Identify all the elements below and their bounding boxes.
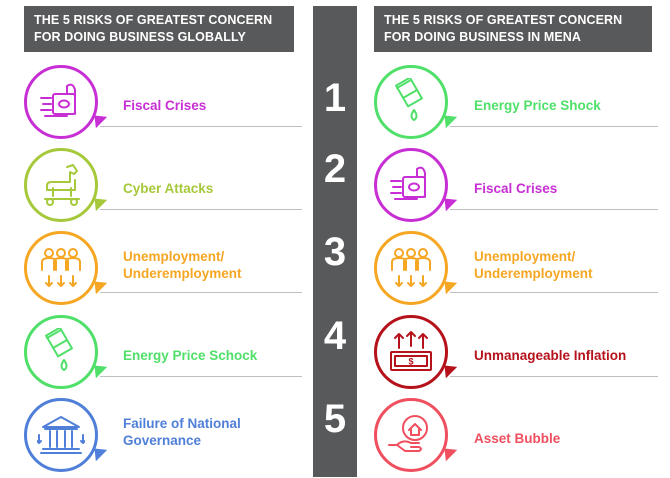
global-header-line-2: FOR DOING BUSINESS GLOBALLY [34,30,246,44]
oil-barrel-drop-icon [24,315,98,389]
mena-risk-4: Unmanageable Inflation [374,315,658,395]
global-header-line-1: THE 5 RISKS OF GREATEST CONCERN [34,13,273,27]
rank-bar [313,6,357,477]
inflation-cash-icon [374,315,448,389]
divider [450,126,658,127]
divider [100,126,302,127]
global-risk-4: Energy Price Schock [24,315,302,395]
risk-label: Energy Price Shock [474,98,601,113]
rank-5: 5 [323,397,347,441]
global-risk-5: Failure of National Governance [24,398,302,478]
rank-4: 4 [323,314,347,358]
people-down-icon [24,231,98,305]
government-building-icon [24,398,98,472]
divider [450,376,658,377]
risk-label: Unmanageable Inflation [474,348,627,363]
rank-1: 1 [323,76,347,120]
divider [100,376,302,377]
trojan-horse-icon [24,148,98,222]
mena-header: THE 5 RISKS OF GREATEST CONCERN FOR DOIN… [374,6,652,52]
risk-label: Failure of National Governance [123,416,241,448]
risk-label: Cyber Attacks [123,181,214,196]
risk-label: Asset Bubble [474,431,561,446]
divider [100,292,302,293]
risk-label: Unemployment/Underemployment [474,249,593,281]
mena-risk-3: Unemployment/Underemployment [374,231,658,311]
hand-house-icon [374,398,448,472]
global-risk-3: Unemployment/Underemployment [24,231,302,311]
risk-label: Unemployment/Underemployment [123,249,242,281]
mena-header-line-1: THE 5 RISKS OF GREATEST CONCERN [384,13,623,27]
mena-risk-1: Energy Price Shock [374,65,658,145]
risk-label: Energy Price Schock [123,348,258,363]
oil-barrel-drop-icon [374,65,448,139]
divider [100,209,302,210]
mena-risk-2: Fiscal Crises [374,148,658,228]
rank-2: 2 [323,147,347,191]
divider [450,209,658,210]
people-down-icon [374,231,448,305]
global-risk-1: Fiscal Crises [24,65,302,145]
rank-3: 3 [323,230,347,274]
mena-header-line-2: FOR DOING BUSINESS IN MENA [384,30,582,44]
global-risk-2: Cyber Attacks [24,148,302,228]
risk-label: Fiscal Crises [474,181,558,196]
global-header: THE 5 RISKS OF GREATEST CONCERN FOR DOIN… [24,6,294,52]
divider [450,292,658,293]
mena-risk-5: Asset Bubble [374,398,658,478]
risk-label: Fiscal Crises [123,98,207,113]
money-printer-icon [24,65,98,139]
money-printer-icon [374,148,448,222]
